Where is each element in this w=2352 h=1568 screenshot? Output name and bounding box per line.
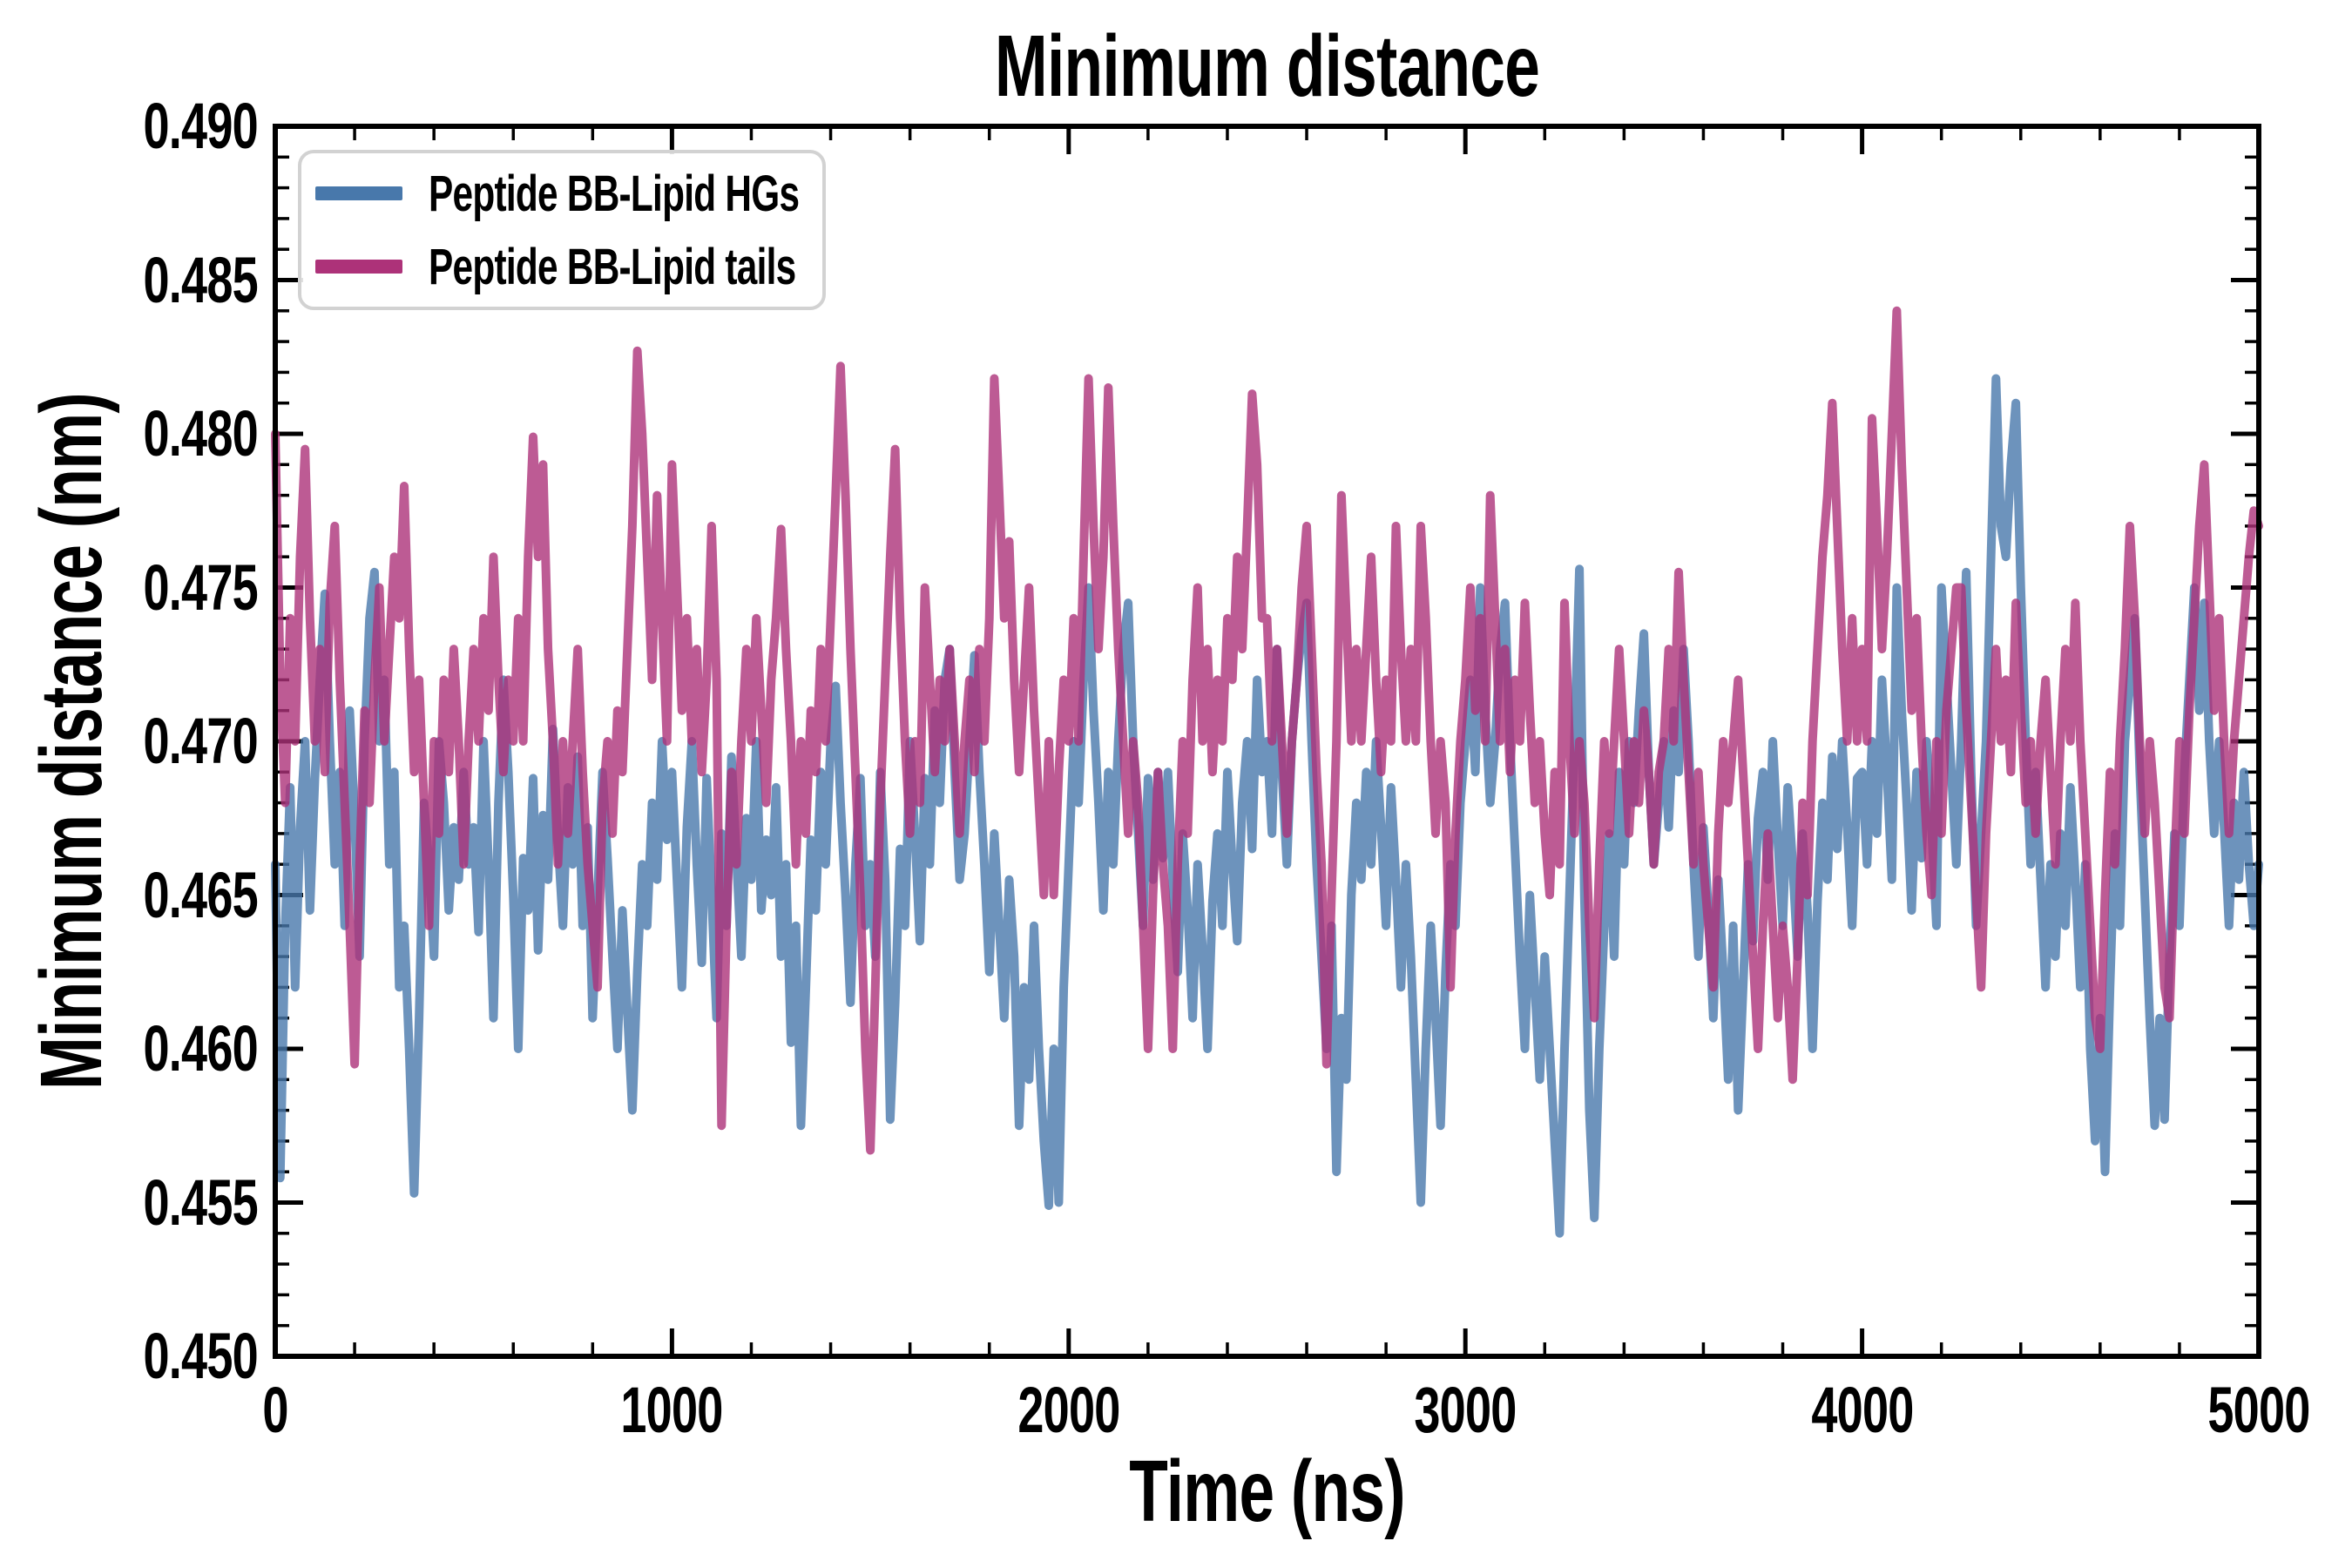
x-tick-label: 2000 — [1017, 1374, 1120, 1446]
y-tick-label: 0.450 — [143, 1320, 258, 1392]
x-tick-label: 0 — [262, 1374, 288, 1446]
chart-title: Minimum distance — [994, 17, 1540, 115]
legend-item-tails: Peptide BB-Lipid tails — [315, 234, 808, 299]
y-tick-label: 0.490 — [143, 90, 258, 162]
axes-spines — [273, 124, 2261, 1359]
legend-label: Peptide BB-Lipid tails — [429, 238, 796, 295]
x-tick-label: 5000 — [2207, 1374, 2310, 1446]
x-tick-label: 4000 — [1810, 1374, 1914, 1446]
x-tick-label: 3000 — [1414, 1374, 1517, 1446]
y-tick-label: 0.475 — [143, 551, 258, 624]
y-tick-label: 0.480 — [143, 397, 258, 470]
legend: Peptide BB-Lipid HGs Peptide BB-Lipid ta… — [298, 150, 826, 310]
y-tick-label: 0.460 — [143, 1012, 258, 1085]
legend-label: Peptide BB-Lipid HGs — [429, 165, 800, 222]
y-tick-label: 0.485 — [143, 243, 258, 316]
x-axis-label: Time (ns) — [1129, 1443, 1405, 1540]
x-tick-label: 1000 — [620, 1374, 724, 1446]
y-tick-label: 0.465 — [143, 858, 258, 931]
y-tick-label: 0.455 — [143, 1166, 258, 1239]
legend-swatch-blue — [315, 186, 402, 200]
series-line-1 — [271, 306, 2263, 1155]
y-tick-label: 0.470 — [143, 705, 258, 777]
legend-item-hgs: Peptide BB-Lipid HGs — [315, 161, 808, 226]
legend-swatch-pink — [315, 260, 402, 274]
